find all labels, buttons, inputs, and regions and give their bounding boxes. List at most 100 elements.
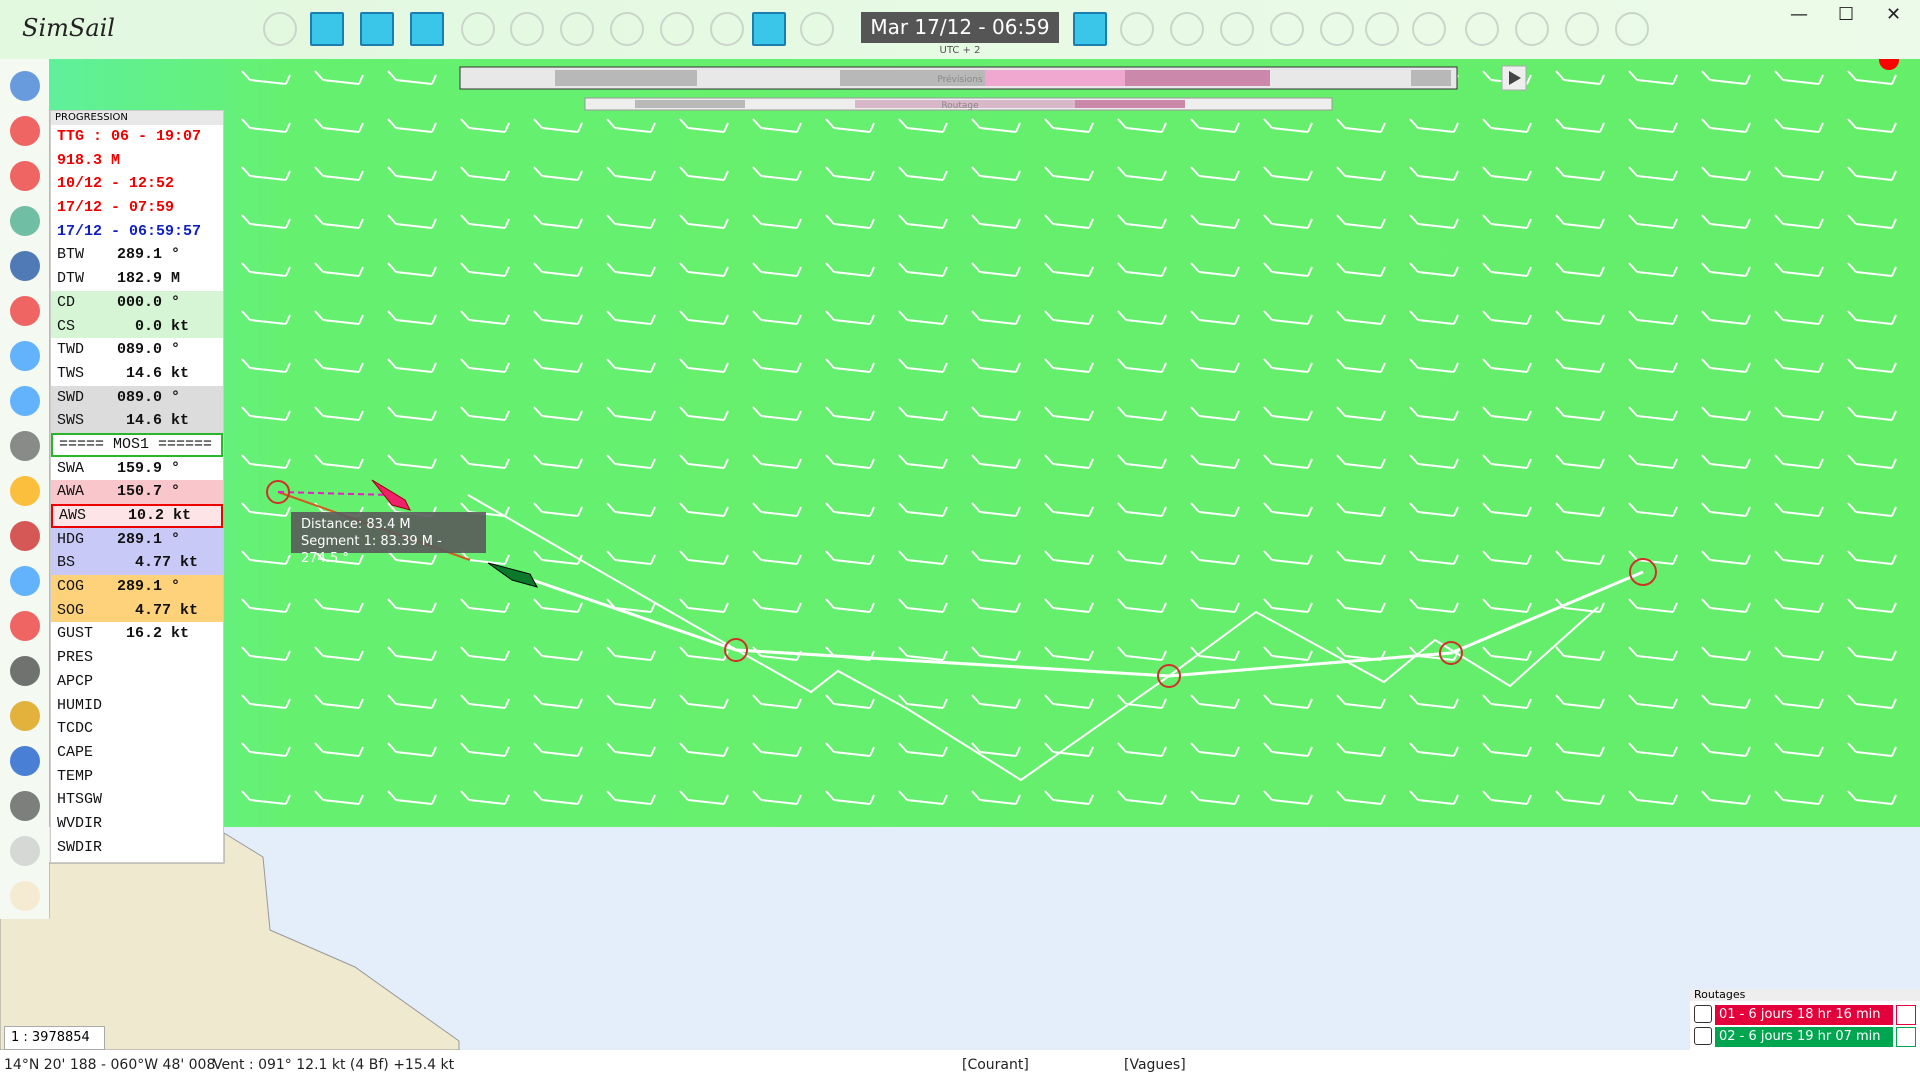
tool-button[interactable] [10,791,40,821]
wind-barb [1117,262,1167,277]
route-delete[interactable] [1896,1005,1916,1025]
wind-barb [1482,742,1532,757]
wind-barb [606,166,656,181]
row-text: 17/12 - 07:59 [57,199,175,217]
toolbar-button[interactable] [360,12,394,46]
toolbar-button[interactable] [1565,12,1599,46]
toolbar-button[interactable] [1412,12,1446,46]
toolbar-button[interactable] [560,12,594,46]
datetime[interactable]: Mar 17/12 - 06:59 [861,12,1059,43]
toolbar-button[interactable] [1270,12,1304,46]
route-visibility[interactable] [1694,1005,1712,1023]
toolbar-button[interactable] [660,12,694,46]
toolbar-button[interactable] [510,12,544,46]
panel-row: TWD 089.0 ° [51,338,223,362]
timezone: UTC + 2 [939,45,981,56]
row-label: SWS [57,412,85,430]
wind-barb [1774,166,1824,181]
waypoint[interactable] [1157,664,1181,688]
panel-row: HTSGW [51,788,223,812]
tool-button[interactable] [10,836,40,866]
toolbar-button[interactable] [1170,12,1204,46]
current-toggle[interactable]: [Courant] [962,1057,1029,1073]
tool-button[interactable] [10,296,40,326]
tool-button[interactable] [10,611,40,641]
wind-barb [1555,70,1605,85]
tool-button[interactable] [10,341,40,371]
toolbar-button[interactable] [610,12,644,46]
wind-barb [1117,742,1167,757]
toolbar-button[interactable] [1615,12,1649,46]
tool-button[interactable] [10,881,40,911]
toolbar-button[interactable] [263,12,297,46]
toolbar-button[interactable] [1220,12,1254,46]
minimize-button[interactable]: — [1790,4,1808,25]
toolbar-button[interactable] [1515,12,1549,46]
wind-barb [971,694,1021,709]
toolbar-button[interactable] [410,12,444,46]
route-label[interactable]: 01 - 6 jours 18 hr 16 min [1715,1005,1893,1025]
tool-button[interactable] [10,476,40,506]
tool-button[interactable] [10,386,40,416]
maximize-button[interactable]: ☐ [1838,4,1855,25]
tool-button[interactable] [10,521,40,551]
toolbar-button[interactable] [310,12,344,46]
waypoint[interactable] [724,638,748,662]
toolbar-button[interactable] [461,12,495,46]
wind-barb [898,454,948,469]
toolbar-button[interactable] [1465,12,1499,46]
waves-toggle[interactable]: [Vagues] [1124,1057,1186,1073]
wind-barb [825,454,875,469]
wind-barb [1701,118,1751,133]
route-delete[interactable] [1896,1027,1916,1047]
wind-barb [1336,454,1386,469]
wind-barb [241,502,291,517]
toolbar-button[interactable] [1365,12,1399,46]
toolbar-button[interactable] [1073,12,1107,46]
waypoint[interactable] [1439,641,1463,665]
tool-button[interactable] [10,566,40,596]
route-visibility[interactable] [1694,1027,1712,1045]
wind-barb [1263,550,1313,565]
wind-barb [1190,166,1240,181]
tool-button[interactable] [10,71,40,101]
tool-button[interactable] [10,251,40,281]
wind-barb [752,790,802,805]
toolbar-button[interactable] [800,12,834,46]
wind-barb [1628,118,1678,133]
tool-button[interactable] [10,431,40,461]
wind-barb [1190,742,1240,757]
wind-barb [1774,262,1824,277]
tool-button[interactable] [10,701,40,731]
tool-button[interactable] [10,206,40,236]
wind-barb [1044,118,1094,133]
wind-barb [752,502,802,517]
wind-barb [606,694,656,709]
row-label: SOG [57,601,85,619]
row-label: TWS [57,364,85,382]
wind-barb [314,166,364,181]
tool-button[interactable] [10,116,40,146]
toolbar-button[interactable] [1120,12,1154,46]
route-label[interactable]: 02 - 6 jours 19 hr 07 min [1715,1027,1893,1047]
wind-barb [387,598,437,613]
toolbar-button[interactable] [752,12,786,46]
wind-barb [1701,214,1751,229]
boat[interactable] [487,562,538,588]
wind-barb [1044,550,1094,565]
toolbar-button[interactable] [710,12,744,46]
wind-barb [1117,358,1167,373]
tool-button[interactable] [10,656,40,686]
wind-barb [679,598,729,613]
tool-button[interactable] [10,161,40,191]
wind-barb [1482,406,1532,421]
wind-barb [387,406,437,421]
tool-button[interactable] [10,746,40,776]
destination[interactable] [1629,558,1657,586]
toolbar-button[interactable] [1320,12,1354,46]
close-button[interactable]: ✕ [1886,4,1902,25]
waypoint[interactable] [266,480,290,504]
wind-barb [1774,118,1824,133]
wind-barb [1117,310,1167,325]
